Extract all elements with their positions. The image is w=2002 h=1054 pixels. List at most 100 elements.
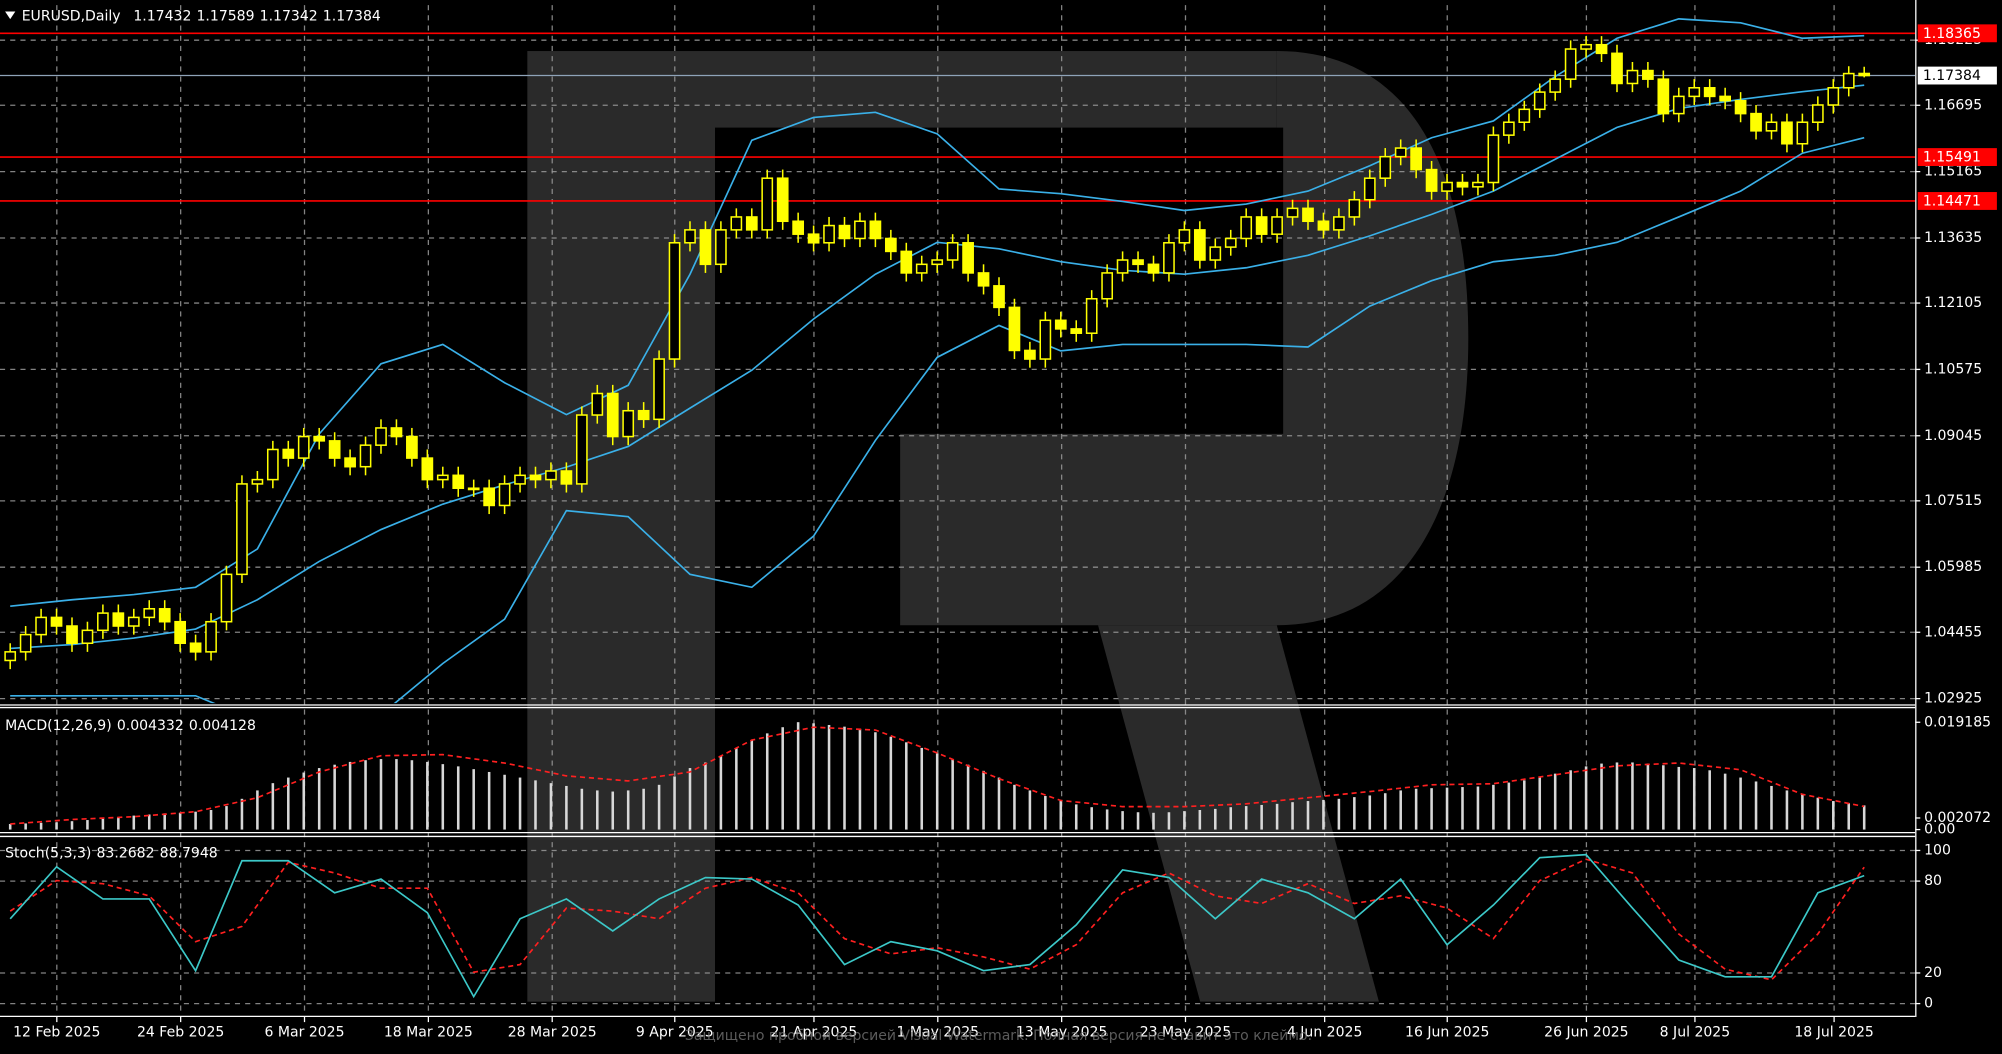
band-line	[10, 136, 1865, 704]
indicator-name: Stoch(5,3,3)	[5, 846, 91, 862]
macd-bar	[534, 780, 537, 830]
candle-body	[1425, 168, 1438, 192]
macd-bar	[580, 788, 584, 830]
macd-bar	[796, 722, 800, 830]
candle-body	[1642, 69, 1654, 80]
candle-body	[977, 272, 990, 287]
candle-body	[1734, 99, 1747, 115]
ohlc-value: 1.17432	[133, 9, 191, 25]
candle-body	[50, 616, 63, 627]
candle-body	[622, 409, 635, 438]
candle-body	[1085, 298, 1098, 334]
macd-bar	[1121, 811, 1124, 830]
x-tick-label: 1 May 2025	[896, 1024, 979, 1040]
macd-bar	[1739, 777, 1742, 830]
macd-bar	[132, 815, 136, 830]
x-tick-label: 21 Apr 2025	[771, 1024, 858, 1040]
macd-bar	[657, 784, 661, 830]
candle-body	[1796, 121, 1809, 145]
menu-arrow[interactable]	[5, 11, 16, 20]
macd-bar	[1059, 800, 1063, 830]
candle-body	[205, 620, 217, 653]
candle-body	[1765, 121, 1778, 132]
y-tick-label: 1.16695	[1924, 97, 1982, 113]
ohlc-value: 1.17342	[260, 9, 318, 25]
macd-bar	[1615, 762, 1619, 830]
candle-body	[1008, 306, 1021, 352]
ohlc-value: 1.17384	[323, 9, 381, 25]
candle-body	[1193, 229, 1206, 261]
macd-bar	[1322, 799, 1325, 830]
candle-body	[251, 478, 264, 485]
candle-body	[359, 444, 372, 468]
candle-body	[1101, 272, 1114, 300]
candle-body	[699, 229, 712, 266]
candle-body	[1672, 95, 1685, 115]
candle-body	[1271, 216, 1283, 235]
macd-bar	[1754, 781, 1758, 830]
macd-bar	[1723, 773, 1727, 830]
macd-bar	[240, 798, 244, 830]
level-label-box	[1917, 148, 1997, 166]
macd-bar	[1214, 808, 1217, 830]
x-tick-label: 8 Jul 2025	[1660, 1024, 1731, 1040]
stoch-tick-label: 100	[1924, 842, 1951, 858]
candle-body	[1688, 87, 1701, 98]
macd-bar	[1430, 788, 1433, 830]
macd-bar	[426, 761, 429, 830]
x-tick-label: 9 Apr 2025	[636, 1024, 714, 1040]
macd-bar	[410, 760, 414, 830]
candle-body	[375, 427, 387, 446]
macd-bar	[1105, 809, 1109, 830]
macd-bar	[348, 761, 352, 830]
candle-body	[436, 474, 449, 481]
candle-body	[560, 470, 573, 485]
candle-body	[19, 633, 32, 653]
candle-body	[1255, 216, 1268, 235]
x-tick-label: 16 Jun 2025	[1405, 1024, 1489, 1040]
candle-body	[266, 448, 279, 481]
macd-bar	[1816, 797, 1820, 830]
candle-body	[1502, 121, 1515, 136]
macd-bar	[395, 759, 398, 830]
price-label-box	[1917, 66, 1997, 85]
macd-bar	[1847, 803, 1851, 830]
candle-body	[1054, 319, 1067, 330]
macd-bar	[735, 748, 738, 830]
macd-bar	[271, 783, 275, 830]
candle-body	[483, 487, 496, 507]
macd-tick-label: 0.002072	[1924, 810, 1991, 826]
candle-body	[730, 216, 743, 231]
macd-bar	[874, 732, 877, 830]
candle-body	[1533, 91, 1546, 111]
candle-body	[668, 242, 681, 360]
chart-header: EURUSD,Daily 1.17432 1.17589 1.17342 1.17384	[22, 9, 381, 25]
stoch-tick-label: 0	[1924, 996, 1933, 1012]
candle-body	[915, 263, 928, 274]
macd-bar	[704, 762, 707, 830]
x-tick-label: 13 May 2025	[1016, 1024, 1108, 1040]
x-tick-label: 26 Jun 2025	[1544, 1024, 1628, 1040]
macd-bar	[920, 747, 924, 830]
macd-bar	[843, 726, 846, 830]
candle-body	[1657, 78, 1670, 115]
macd-signal-line	[10, 726, 1865, 825]
macd-bar	[163, 813, 166, 830]
macd-bar	[1476, 786, 1480, 830]
macd-bar	[1383, 793, 1387, 830]
y-tick-label: 1.04455	[1924, 624, 1982, 640]
candle-body	[1580, 43, 1592, 50]
candle-body	[591, 392, 604, 416]
panel-frame	[0, 0, 1917, 1017]
x-tick-label: 12 Feb 2025	[13, 1024, 100, 1040]
macd-bar	[565, 785, 568, 830]
indicator-value: 88.7948	[160, 846, 218, 862]
macd-bar	[858, 728, 862, 830]
macd-bar	[317, 768, 321, 830]
macd-bar	[889, 736, 893, 830]
macd-bar	[364, 760, 367, 830]
candle-body	[236, 483, 248, 576]
candle-body	[1611, 52, 1623, 85]
candle-body	[606, 392, 619, 438]
candle-body	[1394, 147, 1407, 158]
